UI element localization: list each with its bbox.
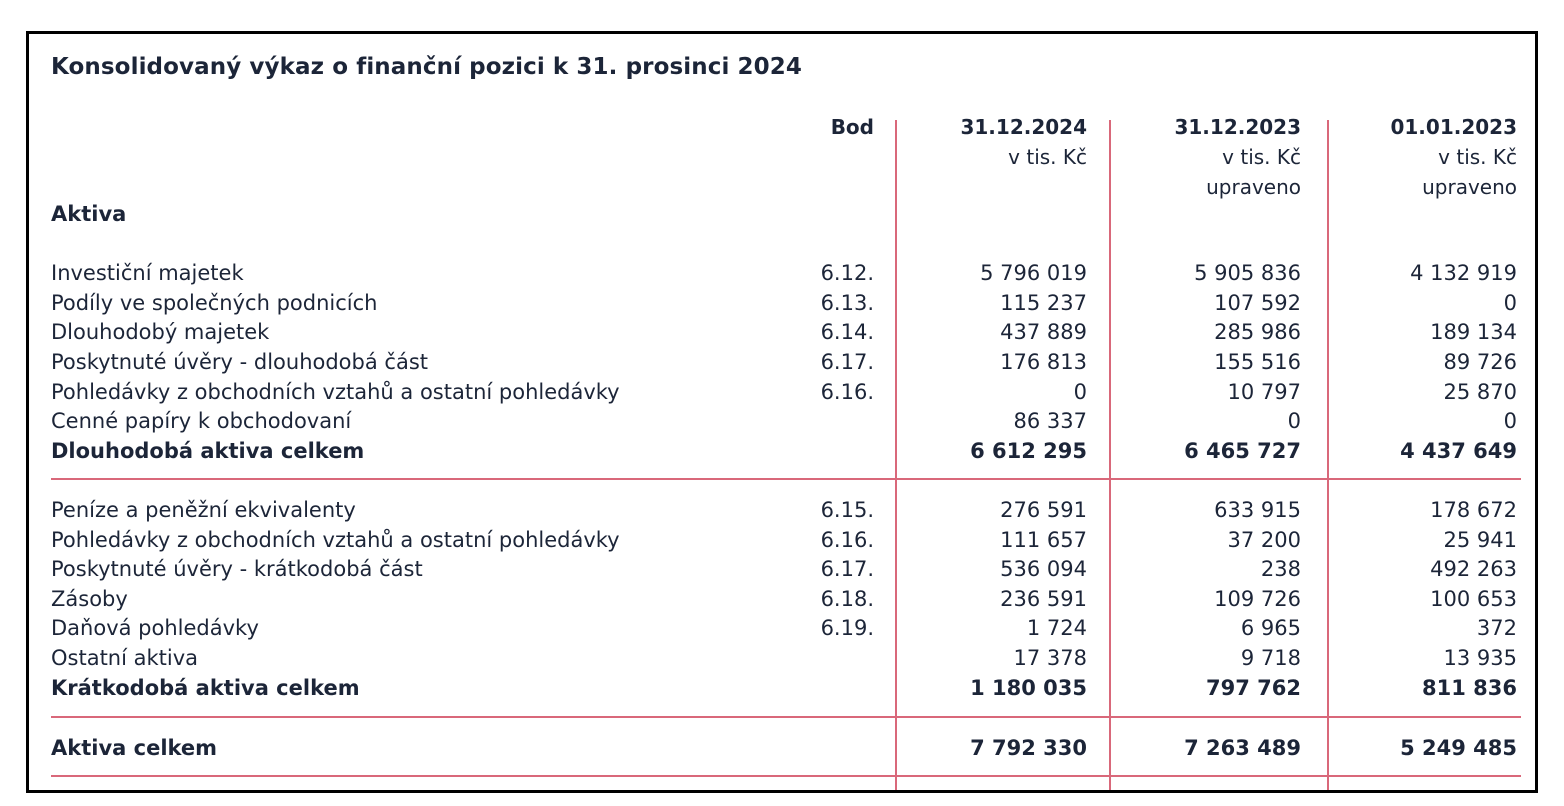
row-value-2024: 536 094 [1000,557,1087,581]
row-value-2023-01: 25 870 [1443,380,1517,404]
total-value-2023-01: 811 836 [1422,676,1517,700]
total-value-2023: 6 465 727 [1184,439,1301,463]
header-date-2023: 31.12.2023 [1174,115,1301,139]
row-bod: 6.14. [820,320,874,344]
row-label: Pohledávky z obchodních vztahů a ostatní… [51,528,620,552]
statement-frame: Konsolidovaný výkaz o finanční pozici k … [26,31,1538,793]
row-value-2023: 109 726 [1214,587,1301,611]
row-label: Ostatní aktiva [51,646,199,670]
row-bod: 6.15. [820,498,874,522]
row-label: Investiční majetek [51,261,244,285]
row-value-2024: 437 889 [1000,320,1087,344]
row-bod: 6.19. [820,616,874,640]
row-value-2024: 176 813 [1000,350,1087,374]
row-value-2023: 285 986 [1214,320,1301,344]
row-label: Podíly ve společných podnicích [51,291,378,315]
row-bod: 6.17. [820,350,874,374]
row-label: Zásoby [51,587,128,611]
row-value-2024: 86 337 [1013,409,1087,433]
row-value-2023-01: 13 935 [1443,646,1517,670]
row-value-2023: 6 965 [1240,616,1301,640]
row-value-2023-01: 25 941 [1443,528,1517,552]
row-value-2023: 155 516 [1214,350,1301,374]
row-value-2023: 9 718 [1240,646,1301,670]
row-value-2023-01: 4 132 919 [1410,261,1517,285]
row-value-2023-01: 0 [1503,409,1517,433]
section-title-aktiva: Aktiva [51,202,127,226]
row-bod: 6.13. [820,291,874,315]
header-unit-2023-01: v tis. Kč [1438,145,1517,169]
row-value-2024: 1 724 [1026,616,1087,640]
grand-total-label: Aktiva celkem [51,736,218,760]
row-value-2023-01: 178 672 [1430,498,1517,522]
total-value-2024: 6 612 295 [970,439,1087,463]
row-value-2024: 276 591 [1000,498,1087,522]
row-bod: 6.16. [820,528,874,552]
row-value-2023: 238 [1260,557,1301,581]
row-value-2023: 633 915 [1214,498,1301,522]
row-label: Cenné papíry k obchodovaní [51,409,352,433]
row-label: Pohledávky z obchodních vztahů a ostatní… [51,380,620,404]
total-label: Krátkodobá aktiva celkem [51,676,360,700]
column-separator [1109,120,1111,790]
grand-total-value-2023-01: 5 249 485 [1400,736,1517,760]
header-note-2023: upraveno [1206,175,1301,199]
row-bod: 6.12. [820,261,874,285]
total-value-2023-01: 4 437 649 [1400,439,1517,463]
grand-total-value-2023: 7 263 489 [1184,736,1301,760]
row-value-2024: 111 657 [1000,528,1087,552]
divider [51,716,1521,718]
row-value-2023-01: 492 263 [1430,557,1517,581]
header-date-2023-01: 01.01.2023 [1390,115,1517,139]
row-label: Dlouhodobý majetek [51,320,270,344]
row-value-2023-01: 372 [1476,616,1517,640]
row-value-2024: 0 [1073,380,1087,404]
statement-title: Konsolidovaný výkaz o finanční pozici k … [51,54,802,80]
row-value-2023: 0 [1287,409,1301,433]
row-value-2023-01: 89 726 [1443,350,1517,374]
row-value-2024: 115 237 [1000,291,1087,315]
header-note-2023-01: upraveno [1422,175,1517,199]
total-value-2023: 797 762 [1206,676,1301,700]
row-label: Poskytnuté úvěry - dlouhodobá část [51,350,428,374]
row-value-2023-01: 0 [1503,291,1517,315]
total-label: Dlouhodobá aktiva celkem [51,439,365,463]
row-label: Daňová pohledávky [51,616,259,640]
header-date-2024: 31.12.2024 [960,115,1087,139]
header-bod: Bod [830,115,874,139]
divider [51,775,1521,777]
row-bod: 6.18. [820,587,874,611]
row-value-2023: 37 200 [1227,528,1301,552]
row-bod: 6.16. [820,380,874,404]
column-separator [895,120,897,790]
row-label: Poskytnuté úvěry - krátkodobá část [51,557,423,581]
row-value-2023: 5 905 836 [1194,261,1301,285]
total-value-2024: 1 180 035 [970,676,1087,700]
row-value-2023-01: 189 134 [1430,320,1517,344]
divider [51,478,1521,480]
row-value-2023-01: 100 653 [1430,587,1517,611]
row-bod: 6.17. [820,557,874,581]
header-unit-2024: v tis. Kč [1008,145,1087,169]
column-separator [1327,120,1329,790]
row-value-2023: 107 592 [1214,291,1301,315]
row-value-2024: 17 378 [1013,646,1087,670]
grand-total-value-2024: 7 792 330 [970,736,1087,760]
row-value-2024: 236 591 [1000,587,1087,611]
header-unit-2023: v tis. Kč [1222,145,1301,169]
row-value-2024: 5 796 019 [980,261,1087,285]
row-value-2023: 10 797 [1227,380,1301,404]
row-label: Peníze a peněžní ekvivalenty [51,498,356,522]
